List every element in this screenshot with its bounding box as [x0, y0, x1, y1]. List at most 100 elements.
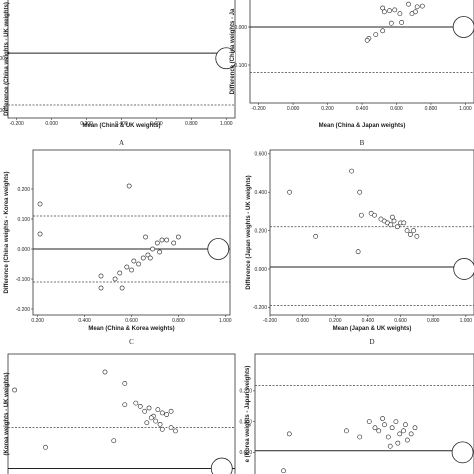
x-tick-label: 0.000 [287, 106, 300, 112]
data-point [397, 431, 403, 437]
data-point [357, 189, 363, 195]
data-point [419, 3, 425, 9]
x-tick-label: 0.600 [125, 318, 138, 324]
outlier-circle [451, 441, 474, 464]
x-axis-label: Mean (China & Japan weights) [319, 123, 406, 129]
data-point [137, 403, 143, 409]
data-point [401, 220, 407, 226]
data-point [124, 264, 130, 270]
y-tick-label: -0.100 [16, 277, 30, 283]
data-point [403, 422, 408, 428]
plot-frame [254, 353, 474, 474]
data-point [344, 428, 349, 434]
data-point [102, 369, 108, 375]
data-point [133, 400, 139, 406]
x-tick-label: -0.200 [252, 106, 266, 112]
x-axis-label: Mean (Japan & UK weights) [333, 326, 412, 332]
data-point [150, 246, 156, 252]
data-point [136, 261, 141, 267]
data-point [380, 416, 385, 421]
data-point [119, 285, 125, 291]
data-point [159, 410, 165, 416]
data-point [393, 419, 399, 425]
data-point [157, 421, 163, 427]
data-point [382, 422, 387, 428]
panel-e: (Korea weights - UK weights) [4, 353, 236, 474]
y-axis-label: Difference (Japan weights - UK weights) [246, 175, 252, 289]
data-point [281, 468, 286, 474]
y-tick-label: -0.200 [253, 305, 267, 311]
x-tick-label: 0.200 [329, 318, 342, 324]
data-point [146, 405, 152, 411]
data-point [313, 233, 319, 239]
y-tick-label: -0.200 [0, 108, 5, 114]
data-point [358, 212, 364, 218]
data-point [154, 240, 160, 246]
data-point [364, 37, 370, 43]
data-point [389, 425, 395, 431]
data-point [409, 11, 415, 17]
plot-area [33, 183, 230, 291]
data-point [381, 9, 387, 15]
x-tick-label: 0.000 [45, 121, 58, 127]
outlier-circle [215, 47, 235, 70]
data-point [126, 183, 132, 189]
x-tick-label: 1.000 [459, 106, 472, 112]
data-point [385, 434, 391, 440]
outlier-circle [452, 16, 474, 38]
plot-area [255, 384, 474, 474]
y-tick-label: 0.000 [234, 25, 247, 31]
x-tick-label: 0.400 [78, 318, 91, 324]
data-point [380, 28, 386, 34]
data-point [349, 168, 354, 174]
panel-d: -0.200 0.000 0.200 0.400 0.600 0.800 1.000 0.60… [246, 149, 474, 346]
outlier-circle [453, 258, 474, 280]
data-point [168, 408, 174, 414]
data-point [37, 231, 43, 237]
data-point [111, 438, 117, 444]
data-point [129, 267, 134, 273]
data-point [142, 408, 148, 414]
x-tick-label: 0.200 [31, 318, 44, 324]
y-tick-label: 0.200 [239, 389, 252, 395]
data-point [404, 437, 410, 443]
data-point [407, 232, 413, 237]
data-point [12, 387, 18, 393]
data-point [112, 276, 118, 282]
plot-area [8, 47, 235, 106]
data-point [411, 228, 417, 233]
y-axis-label: Difference (China weights - Korea weight… [4, 171, 10, 293]
data-point [43, 444, 48, 450]
data-point [131, 258, 137, 264]
data-point [373, 32, 379, 37]
y-axis-label: (Korea weights - UK weights) [4, 372, 10, 455]
data-point [168, 425, 174, 431]
data-point [399, 20, 405, 25]
data-point [389, 214, 395, 220]
y-axis-label: e (Korea weights - Japan weights) [245, 366, 251, 463]
data-point [388, 20, 394, 26]
x-tick-label: 0.800 [427, 318, 440, 324]
data-point [140, 255, 146, 261]
data-point [372, 425, 378, 431]
data-point [143, 234, 148, 240]
plot-frame [269, 149, 474, 316]
data-point [164, 412, 170, 417]
x-tick-label: 0.600 [390, 106, 403, 112]
plot-area [270, 168, 474, 306]
data-point [392, 7, 398, 13]
x-tick-label: 0.800 [425, 106, 438, 112]
x-tick-label: 1.000 [220, 121, 233, 127]
y-tick-label: 0.400 [254, 190, 267, 196]
y-tick-label: 0.200 [254, 228, 267, 234]
plot-frame [32, 149, 231, 316]
data-point [366, 419, 372, 425]
y-tick-label: 0.000 [254, 267, 267, 273]
panel-letter: D [369, 338, 374, 346]
y-tick-label: 0.100 [239, 419, 252, 425]
data-point [173, 428, 178, 434]
data-point [155, 407, 161, 413]
x-tick-label: 0.400 [115, 121, 128, 127]
